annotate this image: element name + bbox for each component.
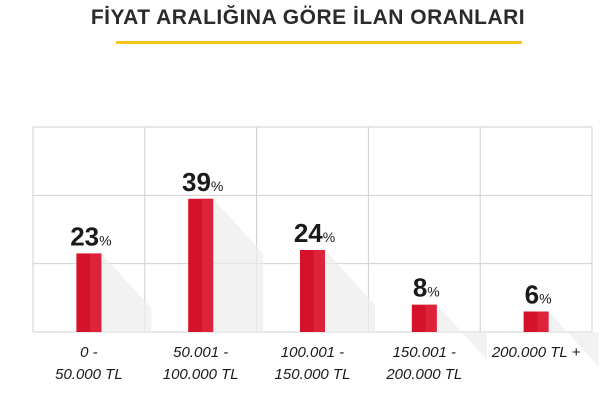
tick-label: 150.001 -200.000 TL <box>385 344 462 383</box>
data-label: 39% <box>182 167 223 197</box>
bar-highlight <box>90 253 102 332</box>
bar-shadow <box>325 250 375 332</box>
tick-label: 50.001 -100.000 TL <box>163 344 239 383</box>
tick-label: 100.001 -150.000 TL <box>275 344 351 383</box>
title-underline <box>116 41 522 44</box>
bar-shadow <box>548 311 599 367</box>
bar-shadow <box>213 198 264 332</box>
tick-label: 200.000 TL + <box>491 344 581 361</box>
data-label: 8% <box>413 273 440 303</box>
chart-title: FİYAT ARALIĞINA GÖRE İLAN ORANLARI <box>90 6 526 29</box>
bar-highlight <box>425 304 437 332</box>
bar-highlight <box>201 198 214 332</box>
bar-highlight <box>313 250 325 332</box>
bar-highlight <box>537 311 549 332</box>
data-label: 23% <box>70 221 111 251</box>
bar-shadow <box>436 304 487 360</box>
data-label: 24% <box>294 218 335 248</box>
tick-label: 0 -50.000 TL <box>55 344 123 383</box>
data-label: 6% <box>525 280 552 310</box>
bar-shadow <box>101 253 152 332</box>
